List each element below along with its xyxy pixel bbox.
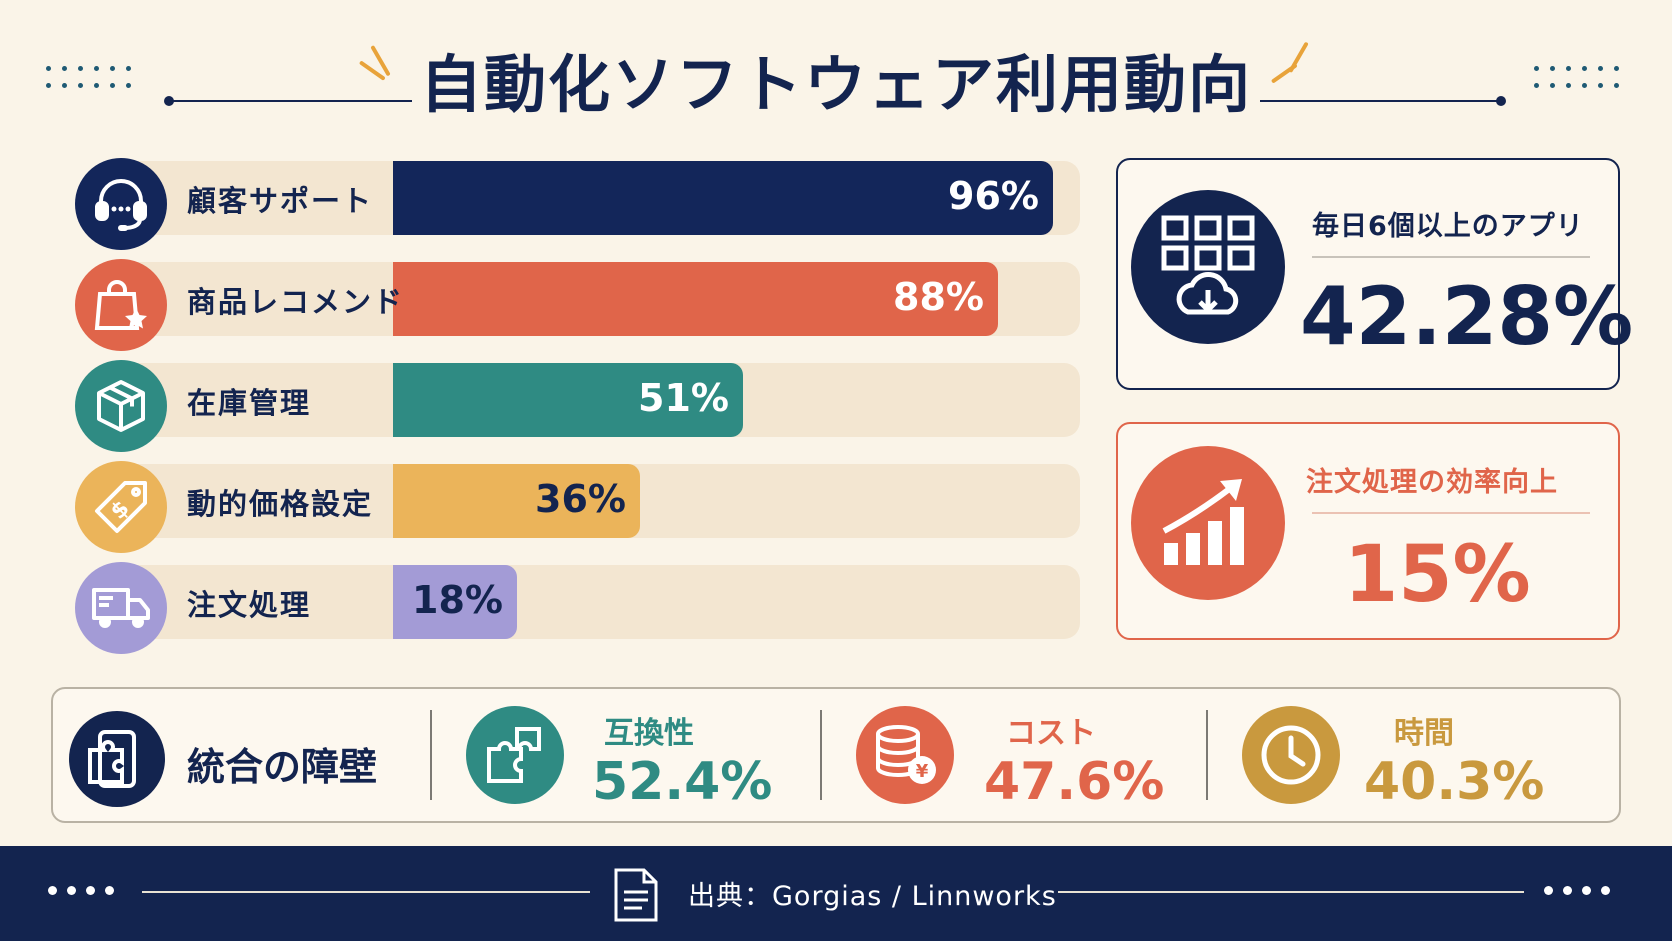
title-line-right-dot — [1496, 96, 1506, 106]
stat-label-order-efficiency: 注文処理の効率向上 — [1306, 467, 1558, 498]
headset-icon — [75, 158, 167, 250]
bar-category-label: 在庫管理 — [187, 386, 312, 420]
bar-value-label: 96% — [948, 174, 1039, 218]
bar — [393, 262, 998, 336]
bar-row: 在庫管理 51% — [75, 360, 1080, 452]
barriers-title: 統合の障壁 — [187, 745, 378, 789]
bar — [393, 464, 640, 538]
stat-rule — [1312, 512, 1590, 514]
bar-row: 商品レコメンド 88% — [75, 259, 1080, 351]
barrier-label-compatibility: 互換性 — [604, 716, 694, 751]
decor-dots-right — [1534, 66, 1620, 88]
growth-chart-icon — [1131, 446, 1285, 600]
stat-value-daily-apps: 42.28% — [1300, 270, 1634, 363]
title-line-left — [170, 100, 412, 102]
puzzle-icon — [466, 706, 564, 804]
divider — [820, 710, 822, 800]
bar-row: 注文処理 18% — [75, 562, 1080, 654]
footer-dots-right — [1544, 886, 1610, 895]
barrier-value-compatibility: 52.4% — [592, 752, 773, 812]
box-icon — [75, 360, 167, 452]
page-title: 自動化ソフトウェア利用動向 — [419, 48, 1252, 121]
bar-row: $ 動的価格設定 36% — [75, 461, 1080, 553]
stat-label-daily-apps: 毎日6個以上のアプリ — [1312, 211, 1584, 242]
truck-icon — [75, 562, 167, 654]
document-icon — [614, 868, 658, 922]
barrier-label-cost: コスト — [1006, 716, 1096, 751]
price-tag-icon: $ — [75, 461, 167, 553]
title-line-left-dot — [164, 96, 174, 106]
source-credit: 出典：Gorgias / Linnworks — [688, 881, 1057, 912]
bar-category-label: 動的価格設定 — [187, 487, 374, 521]
shopping-bag-star-icon — [75, 259, 167, 351]
bar-value-label: 88% — [893, 275, 984, 319]
footer-dots-left — [48, 886, 114, 895]
bar-value-label: 51% — [638, 376, 729, 420]
divider — [1206, 710, 1208, 800]
stat-value-order-efficiency: 15% — [1344, 530, 1531, 620]
bar — [393, 565, 517, 639]
barrier-label-time: 時間 — [1394, 716, 1454, 751]
bar — [393, 161, 1053, 235]
title-line-right — [1260, 100, 1500, 102]
integration-barriers-panel — [51, 687, 1621, 823]
bar — [393, 363, 743, 437]
footer-line-left — [142, 891, 590, 893]
bar-category-label: 商品レコメンド — [187, 285, 405, 319]
divider — [430, 710, 432, 800]
bar-value-label: 36% — [535, 477, 626, 521]
bar-track — [135, 565, 1080, 639]
footer-line-right — [1058, 891, 1524, 893]
bar-value-label: 18% — [412, 578, 503, 622]
stat-rule — [1312, 256, 1590, 258]
bar-category-label: 注文処理 — [187, 588, 312, 622]
bar-row: 顧客サポート 96% — [75, 158, 1080, 250]
decor-dots-left — [46, 66, 132, 88]
barrier-value-cost: 47.6% — [984, 752, 1165, 812]
barrier-value-time: 40.3% — [1364, 752, 1545, 812]
clock-icon — [1242, 706, 1340, 804]
app-grid-cloud-icon — [1131, 190, 1285, 344]
bar-category-label: 顧客サポート — [187, 184, 374, 218]
puzzle-device-icon — [69, 711, 165, 807]
svg-text:¥: ¥ — [916, 761, 929, 782]
footer: 出典：Gorgias / Linnworks — [0, 846, 1672, 941]
coins-yen-icon: ¥ — [856, 706, 954, 804]
